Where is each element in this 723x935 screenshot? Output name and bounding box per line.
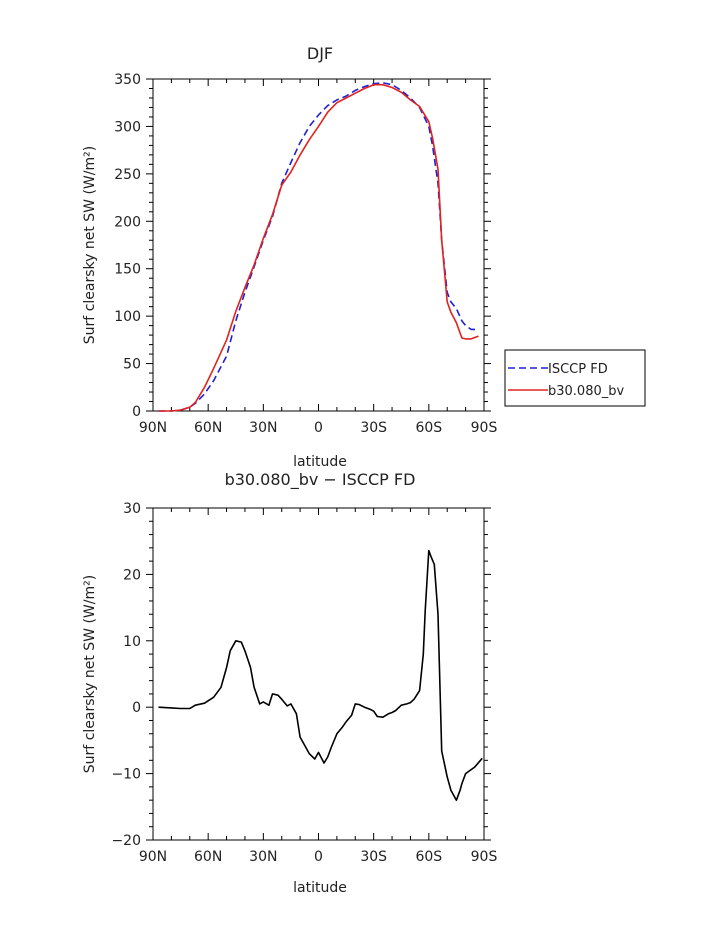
bottom-x-tick-label: 0 <box>314 849 323 865</box>
legend: ISCCP FD b30.080_bv <box>504 349 646 407</box>
bottom-y-tick-label: −10 <box>111 767 141 783</box>
bottom-ticks: 90N 60N 30N 0 30S 60S 90S −20 −10 0 10 20 30 <box>111 501 497 865</box>
bottom-y-axis-label: Surf clearsky net SW (W/m²) <box>82 575 98 773</box>
bottom-x-tick-label: 60S <box>415 849 442 865</box>
top-x-tick-label: 60N <box>194 420 222 436</box>
bottom-chart-title: b30.080_bv − ISCCP FD <box>225 470 416 490</box>
bottom-y-tick-label: 0 <box>132 700 141 716</box>
top-series-line-1 <box>158 83 479 412</box>
bottom-series-line-0 <box>158 549 483 802</box>
top-y-tick-label: 350 <box>114 72 141 88</box>
top-x-tick-label: 30S <box>360 420 387 436</box>
bottom-x-tick-label: 60N <box>194 849 222 865</box>
top-x-tick-label: 60S <box>415 420 442 436</box>
top-x-tick-label: 90S <box>471 420 498 436</box>
legend-label-b30: b30.080_bv <box>548 384 624 399</box>
top-series-line-0 <box>158 82 479 412</box>
top-y-tick-label: 50 <box>123 357 141 373</box>
bottom-y-tick-label: −20 <box>111 833 141 849</box>
top-y-tick-label: 100 <box>114 309 141 325</box>
top-y-tick-label: 200 <box>114 214 141 230</box>
top-y-tick-label: 0 <box>132 404 141 420</box>
top-x-axis-label: latitude <box>293 454 347 470</box>
bottom-x-tick-label: 30S <box>360 849 387 865</box>
bottom-y-tick-label: 30 <box>123 501 141 517</box>
top-plot-frame <box>152 78 485 412</box>
top-y-tick-label: 150 <box>114 262 141 278</box>
bottom-series <box>158 549 483 802</box>
top-x-tick-label: 90N <box>139 420 167 436</box>
top-x-tick-label: 30N <box>249 420 277 436</box>
bottom-x-axis-label: latitude <box>293 880 347 896</box>
top-series <box>158 82 479 412</box>
bottom-plot-frame <box>152 507 485 841</box>
top-x-tick-label: 0 <box>314 420 323 436</box>
bottom-x-tick-label: 90S <box>471 849 498 865</box>
top-ticks: 90N 60N 30N 0 30S 60S 90S 0 50 100 150 200 250 300 350 <box>114 72 497 436</box>
top-y-tick-label: 300 <box>114 119 141 135</box>
bottom-y-tick-label: 10 <box>123 634 141 650</box>
bottom-y-tick-label: 20 <box>123 567 141 583</box>
top-chart-title: DJF <box>307 44 333 63</box>
bottom-panel: b30.080_bv − ISCCP FD 90N 60N 30N 0 30S 60S 90… <box>82 470 497 896</box>
legend-box <box>504 349 646 407</box>
legend-label-isccp: ISCCP FD <box>548 362 608 377</box>
bottom-x-tick-label: 90N <box>139 849 167 865</box>
bottom-x-tick-label: 30N <box>249 849 277 865</box>
top-y-tick-label: 250 <box>114 167 141 183</box>
top-panel: DJF 90N 60N 30N 0 30S 60S 90S 0 50 100 150 200 250 30… <box>82 44 646 470</box>
top-y-axis-label: Surf clearsky net SW (W/m²) <box>82 146 98 344</box>
